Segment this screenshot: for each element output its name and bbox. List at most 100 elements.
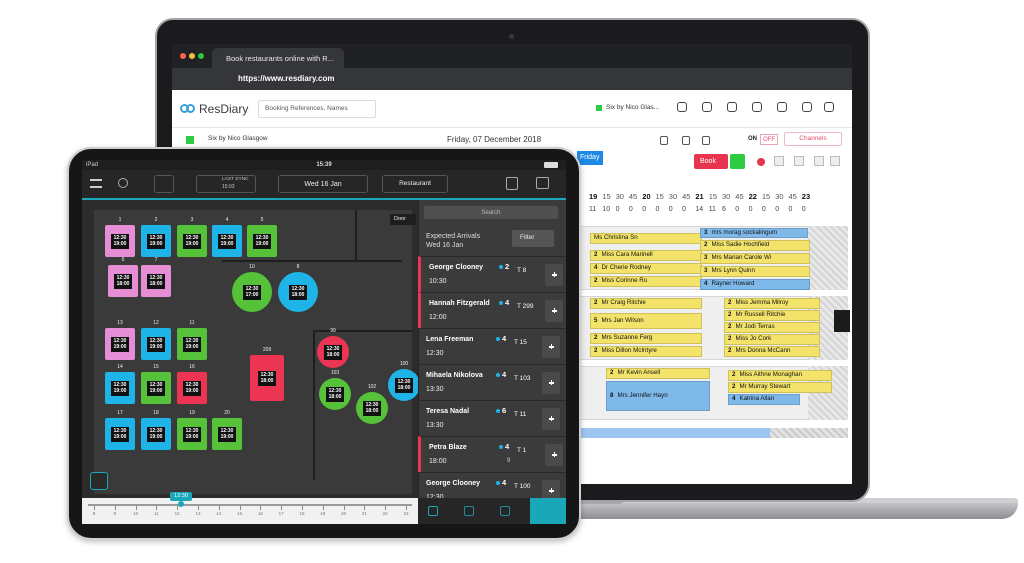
table[interactable]: 12:30 18:00 — [317, 336, 349, 368]
table[interactable]: 12:30 18:00 — [141, 265, 171, 297]
table[interactable]: 12:30 17:00 — [232, 272, 272, 312]
table[interactable]: 12:30 19:00 — [177, 225, 207, 257]
toolbar-icon[interactable] — [830, 156, 840, 166]
collapse-button[interactable] — [834, 310, 850, 332]
arrival[interactable]: Lena Freeman 4 12:30 T 15 — [418, 328, 566, 364]
book-button[interactable]: Book — [694, 154, 728, 169]
booking[interactable]: 2 Miss Dillon McIntyre — [590, 346, 702, 357]
table[interactable]: 12:30 19:00 — [177, 328, 207, 360]
booking[interactable]: 2 Mrs Donna McCann — [724, 346, 820, 357]
booking[interactable]: Ms Christina Sn — [590, 233, 702, 244]
arrival[interactable]: Petra Blaze 4 18:00 9 T 1 — [418, 436, 566, 472]
header-icon[interactable] — [777, 102, 787, 112]
toggle-on[interactable]: ON — [748, 136, 757, 142]
table[interactable]: 12:30 19:00 — [141, 328, 171, 360]
share-button[interactable] — [118, 178, 128, 188]
toolbar-icon[interactable] — [774, 156, 784, 166]
arrival[interactable]: Mihaela Nikolova 4 13:30 T 103 — [418, 364, 566, 400]
url[interactable]: https://www.resdiary.com — [238, 74, 335, 83]
venue-select[interactable]: Six by Nico Glas... — [606, 104, 660, 111]
search-box[interactable]: Search — [424, 206, 558, 219]
toggle-off[interactable]: OFF — [760, 134, 778, 145]
toolbar-icon[interactable] — [682, 136, 690, 145]
booking[interactable]: 8 Mrs Jennifer Hayn — [606, 381, 710, 411]
nav-expand[interactable] — [530, 498, 566, 524]
toolbar-icon[interactable] — [660, 136, 668, 145]
day-tab[interactable]: Friday — [577, 151, 603, 165]
table[interactable]: 12:30 19:00 — [105, 418, 135, 450]
booking[interactable]: 2 Mr Kevin Ansell — [606, 368, 710, 379]
booking[interactable]: 2 Mr Jodi Terras — [724, 322, 820, 333]
table[interactable]: 12:30 18:00 — [388, 369, 420, 401]
table[interactable]: 12:30 18:00 — [250, 355, 284, 401]
date-box[interactable] — [278, 175, 368, 193]
table[interactable]: 12:30 19:00 — [247, 225, 277, 257]
arrival[interactable]: George Clooney 2 10:30 T 8 — [418, 256, 566, 292]
guest-covers: 4 — [505, 298, 510, 307]
toolbar-icon[interactable] — [814, 156, 824, 166]
table[interactable]: 12:30 19:00 — [177, 372, 207, 404]
header-icon[interactable] — [677, 102, 687, 112]
nav-icon[interactable] — [428, 506, 438, 516]
walk-in-button[interactable] — [730, 154, 745, 169]
date-selector[interactable]: Wed 16 Jan — [304, 181, 342, 188]
sync-box[interactable] — [196, 175, 256, 193]
table[interactable]: 12:30 19:00 — [212, 225, 242, 257]
header-icon[interactable] — [824, 102, 834, 112]
search-box[interactable]: Booking References, Names — [258, 100, 376, 118]
browser-tab[interactable]: Book restaurants online with R... — [212, 48, 344, 68]
table[interactable]: 12:30 19:00 — [212, 418, 242, 450]
channels-button[interactable]: Channels — [784, 132, 842, 146]
table[interactable]: 12:30 18:00 — [356, 392, 388, 424]
booking[interactable]: 4 Dr Cherie Rodney — [590, 263, 702, 274]
table[interactable]: 12:30 19:00 — [141, 418, 171, 450]
booking[interactable]: 2 Mr Craig Ritchie — [590, 298, 702, 309]
history-button[interactable] — [154, 175, 174, 193]
table[interactable]: 12:30 18:00 — [108, 265, 138, 297]
booking[interactable]: 2 Miss Corinne Ru — [590, 276, 702, 287]
booking[interactable]: 2 Miss Cara Marinell — [590, 250, 702, 261]
booking[interactable]: 2 Mrs Suzanne Ferg — [590, 333, 702, 344]
booking[interactable]: 3 mrs morag sockalingum — [700, 228, 808, 238]
filter-button[interactable]: Filter — [512, 230, 554, 247]
booking[interactable]: 2 Mr Russell Ritchie — [724, 310, 820, 321]
nav-icon[interactable] — [500, 506, 510, 516]
booking[interactable]: 4 Rayner Howard — [700, 279, 810, 290]
date-picker[interactable]: Friday, 07 December 2018 — [446, 135, 542, 144]
booking[interactable]: 2 Miss Jemma Milroy — [724, 298, 820, 309]
table[interactable]: 12:30 19:00 — [141, 372, 171, 404]
booking[interactable]: 3 Mrs Marian Carole Wi — [700, 253, 810, 264]
arrival[interactable]: Teresa Nadal 6 13:30 T 11 — [418, 400, 566, 436]
area-box[interactable] — [382, 175, 448, 193]
booking[interactable]: 2 Miss Jo Cork — [724, 334, 820, 345]
table[interactable]: 12:30 19:00 — [177, 418, 207, 450]
clock-button[interactable] — [90, 472, 108, 490]
booking[interactable]: 4 Katrina Allan — [728, 394, 800, 405]
area-selector[interactable]: Restaurant — [399, 180, 431, 187]
header-icon[interactable] — [702, 102, 712, 112]
booking[interactable]: 5 Mrs Jan Wilson — [590, 313, 702, 329]
book-button[interactable] — [536, 177, 549, 189]
toolbar-icon[interactable] — [702, 136, 710, 145]
booking[interactable]: 2 Mr Murray Stewart — [728, 382, 832, 393]
header-icon[interactable] — [727, 102, 737, 112]
booking[interactable]: 2 Miss Aithne Monaghan — [728, 370, 832, 381]
toolbar-icon[interactable] — [794, 156, 804, 166]
cancel-icon[interactable] — [757, 158, 765, 166]
booking[interactable]: 2 Miss Sadie Hochfield — [700, 240, 810, 251]
table[interactable]: 12:30 18:00 — [278, 272, 318, 312]
table[interactable]: 12:30 19:00 — [105, 372, 135, 404]
menu-button[interactable] — [90, 179, 102, 188]
walk-in-button[interactable] — [506, 177, 518, 190]
header-icon[interactable] — [802, 102, 812, 112]
booking[interactable]: 3 Mrs Lynn Quinn — [700, 266, 810, 277]
table[interactable]: 12:30 19:00 — [105, 225, 135, 257]
table[interactable]: 12:30 19:00 — [141, 225, 171, 257]
arrival[interactable]: Hannah Fitzgerald 4 12:00 T 299 — [418, 292, 566, 328]
nav-icon[interactable] — [464, 506, 474, 516]
table[interactable]: 12:30 19:00 — [105, 328, 135, 360]
timeline-now[interactable]: 12:30 — [170, 492, 192, 501]
arrival[interactable]: George Clooney 4 12:30 T 100 — [418, 472, 566, 498]
table[interactable]: 12:30 18:00 — [319, 378, 351, 410]
header-icon[interactable] — [752, 102, 762, 112]
